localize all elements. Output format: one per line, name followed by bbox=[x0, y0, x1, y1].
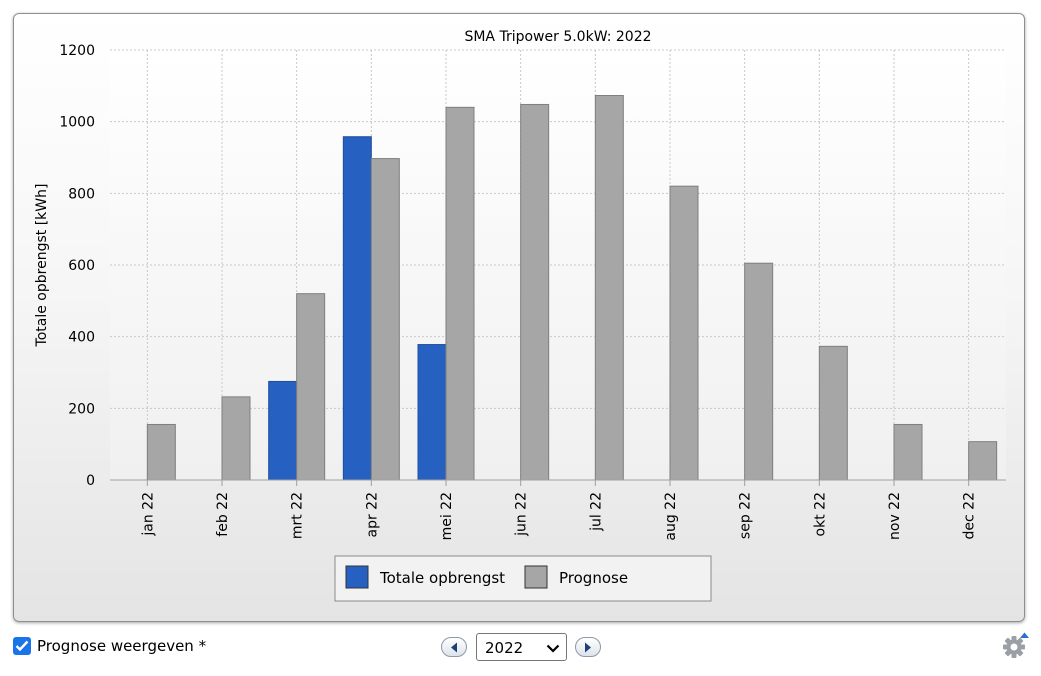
y-tick-label: 800 bbox=[68, 186, 95, 202]
y-tick-label: 400 bbox=[68, 330, 95, 346]
previous-year-button[interactable] bbox=[441, 637, 467, 657]
y-tick-label: 1000 bbox=[59, 115, 95, 131]
bar-prognose bbox=[669, 185, 699, 481]
bar-prognose bbox=[221, 396, 251, 481]
x-tick-label: nov 22 bbox=[887, 492, 903, 540]
x-tick-label: aug 22 bbox=[663, 492, 679, 541]
year-select[interactable]: 2022 bbox=[476, 633, 567, 661]
chevron-left-icon bbox=[451, 642, 457, 653]
bar-prognose bbox=[520, 103, 550, 481]
x-tick-label: jan 22 bbox=[140, 492, 156, 537]
x-tick-label: jul 22 bbox=[588, 492, 604, 532]
bar-prognose bbox=[968, 441, 998, 481]
legend-swatch-prognose bbox=[524, 565, 548, 589]
x-tick-label: jun 22 bbox=[514, 492, 530, 537]
legend-label-prognose: Prognose bbox=[559, 569, 628, 587]
chevron-right-icon bbox=[585, 642, 591, 653]
legend-label-totale-opbrengst: Totale opbrengst bbox=[379, 569, 505, 587]
legend-swatch-totale-opbrengst bbox=[345, 565, 369, 589]
chevron-down-icon bbox=[546, 644, 560, 653]
show-forecast-label[interactable]: Prognose weergeven * bbox=[37, 637, 207, 655]
bar-totale-opbrengst bbox=[417, 344, 447, 481]
x-tick-label: feb 22 bbox=[215, 492, 231, 537]
year-select-value: 2022 bbox=[485, 639, 524, 657]
bar-prognose bbox=[818, 345, 848, 481]
bar-prognose bbox=[445, 106, 475, 481]
x-tick-label: apr 22 bbox=[364, 492, 380, 538]
bar-prognose bbox=[594, 95, 624, 481]
bar-prognose bbox=[893, 423, 923, 481]
x-tick-label: sep 22 bbox=[738, 492, 754, 539]
gear-icon[interactable] bbox=[1000, 630, 1030, 660]
bar-prognose bbox=[744, 262, 774, 481]
legend bbox=[334, 555, 712, 602]
bar-totale-opbrengst bbox=[342, 136, 372, 481]
bar-prognose bbox=[296, 293, 326, 481]
x-tick-label: mrt 22 bbox=[290, 492, 306, 539]
chart-title: SMA Tripower 5.0kW: 2022 bbox=[464, 29, 651, 45]
bar-chart: 0 200 400 600 800 1000 1200 jan 22 feb 22 mrt 22 a… bbox=[34, 29, 1006, 602]
bar-prognose bbox=[146, 423, 176, 481]
y-tick-label: 1200 bbox=[59, 43, 95, 59]
bar-totale-opbrengst bbox=[268, 380, 298, 481]
y-tick-label: 0 bbox=[86, 473, 95, 489]
next-year-button[interactable] bbox=[575, 637, 601, 657]
y-tick-label: 200 bbox=[68, 401, 95, 417]
y-tick-label: 600 bbox=[68, 258, 95, 274]
y-axis-label: Totale opbrengst [kWh] bbox=[34, 184, 50, 348]
checkmark-icon bbox=[15, 640, 29, 652]
x-tick-label: dec 22 bbox=[962, 492, 978, 539]
x-tick-label: mei 22 bbox=[439, 492, 455, 540]
x-tick-label: okt 22 bbox=[812, 492, 828, 536]
bottom-toolbar: Prognose weergeven * 2022 bbox=[0, 630, 1041, 670]
show-forecast-checkbox[interactable] bbox=[13, 637, 31, 655]
bar-prognose bbox=[370, 158, 400, 481]
